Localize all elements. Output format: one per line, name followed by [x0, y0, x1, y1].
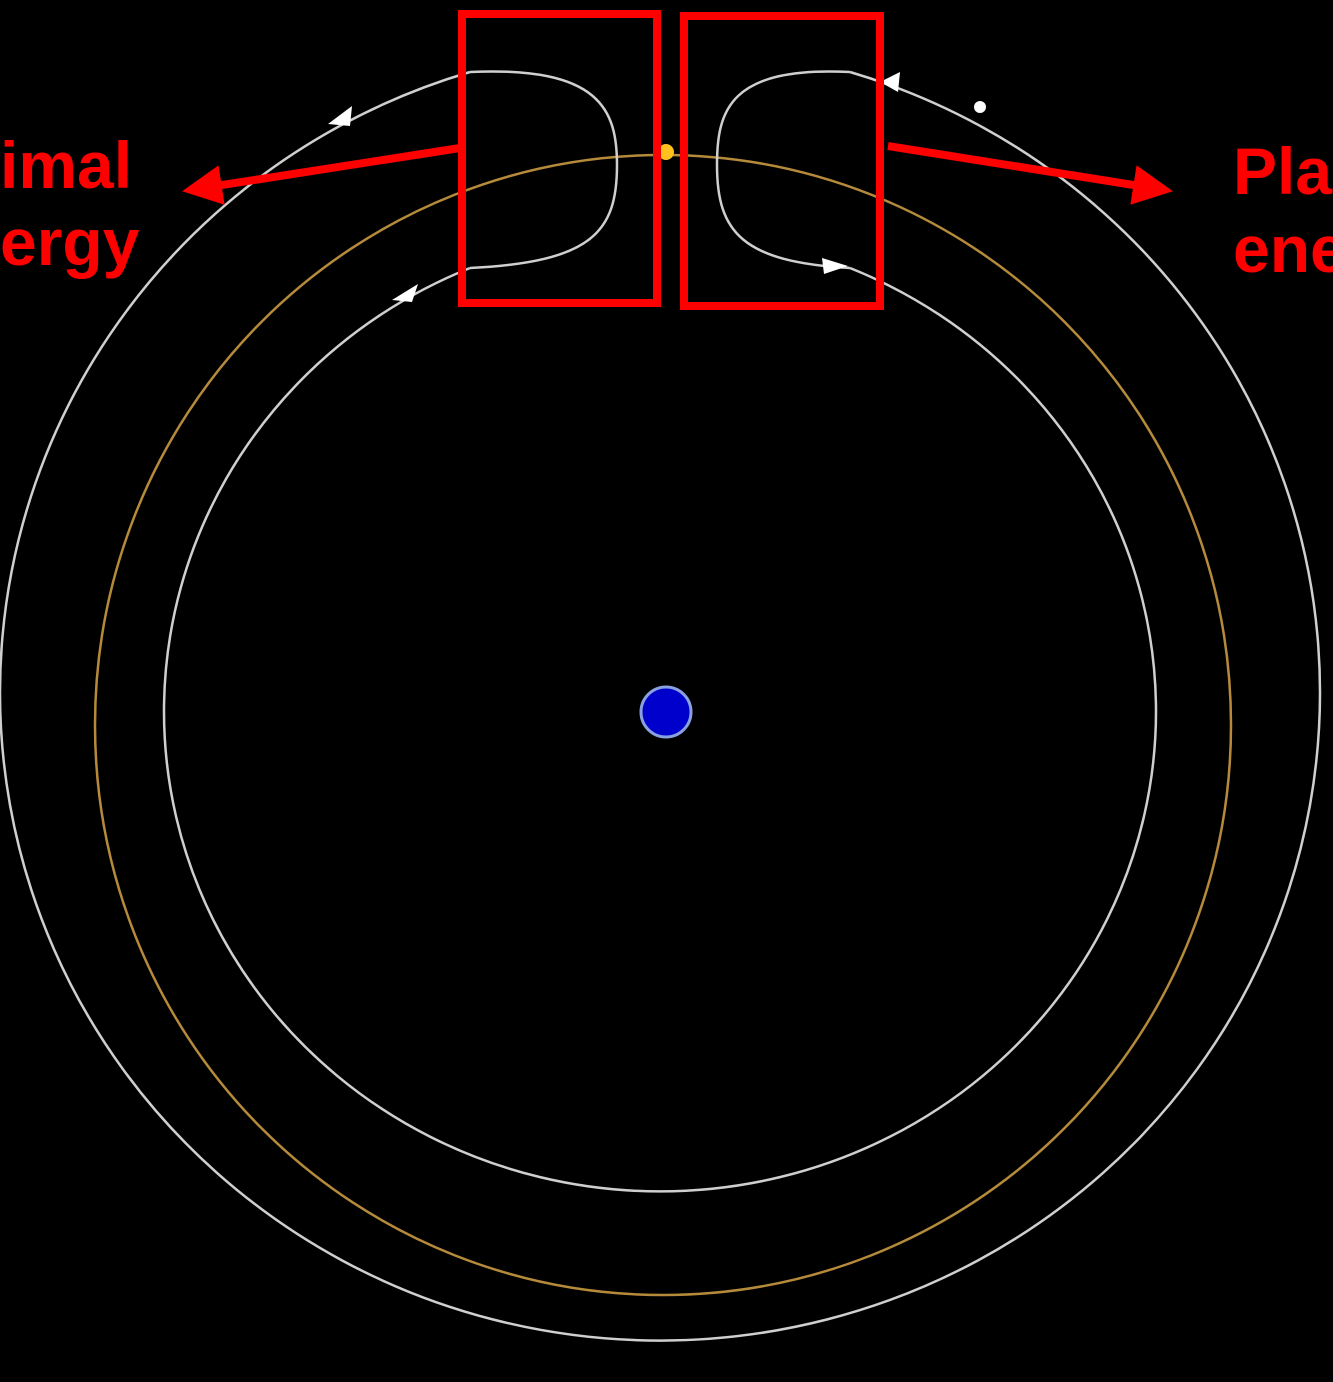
label-left: imal — [0, 128, 132, 202]
highlight-box — [458, 10, 661, 307]
arrow — [880, 72, 900, 92]
arrow — [974, 101, 986, 113]
label-right: ene — [1233, 212, 1333, 286]
direction-arrows — [328, 72, 986, 302]
horseshoe-outer — [0, 70, 1322, 1342]
arrow — [328, 106, 352, 126]
label-left: ergy — [0, 205, 140, 279]
planet — [658, 144, 674, 160]
label-right: Pla — [1233, 134, 1333, 208]
star — [639, 685, 693, 739]
horseshoe-turn-left — [469, 70, 619, 270]
horseshoe-turn-right — [715, 70, 851, 270]
highlight-box — [680, 12, 884, 310]
arrow — [392, 284, 418, 302]
arrow — [822, 258, 848, 274]
callout-arrow — [887, 142, 1173, 205]
callout-arrow — [182, 144, 461, 205]
horseshoe-inner — [162, 266, 1158, 1193]
